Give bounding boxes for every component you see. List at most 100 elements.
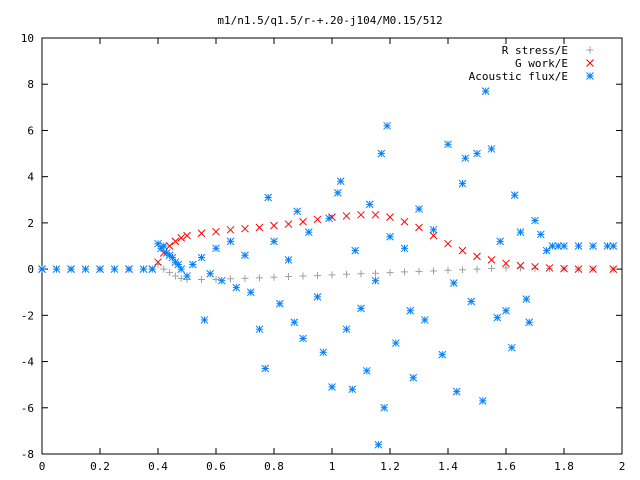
data-point xyxy=(159,242,168,250)
data-point xyxy=(400,217,409,226)
data-point xyxy=(488,264,495,272)
data-point xyxy=(461,154,470,163)
data-point xyxy=(560,242,568,250)
data-point xyxy=(444,140,452,149)
data-point xyxy=(589,242,597,250)
data-point xyxy=(313,292,322,301)
data-point xyxy=(383,121,391,130)
data-point xyxy=(52,265,61,273)
series-plus xyxy=(154,260,617,284)
data-point xyxy=(206,269,215,278)
data-point xyxy=(452,387,461,396)
data-point xyxy=(212,276,220,284)
data-point xyxy=(357,210,365,219)
data-point xyxy=(473,252,481,261)
data-point xyxy=(212,244,220,253)
data-point xyxy=(473,265,481,273)
data-point xyxy=(374,440,383,449)
data-point xyxy=(459,266,466,274)
plot-frame xyxy=(41,37,623,455)
data-point xyxy=(171,272,179,280)
data-point xyxy=(226,237,235,246)
data-point xyxy=(493,313,502,322)
data-point xyxy=(400,244,409,253)
data-point xyxy=(415,267,423,275)
data-point xyxy=(197,253,206,262)
data-point xyxy=(261,364,270,373)
data-point xyxy=(255,223,264,232)
data-point xyxy=(531,216,539,225)
data-point xyxy=(542,246,551,255)
data-point xyxy=(212,227,220,236)
data-point xyxy=(313,215,322,224)
x-tick-label: 0 xyxy=(39,460,46,473)
x-tick-label: 0.8 xyxy=(264,460,284,473)
legend-label: Acoustic flux/E xyxy=(469,70,568,83)
y-tick-label: 6 xyxy=(27,124,34,137)
data-point xyxy=(487,145,496,153)
data-point xyxy=(319,348,328,357)
data-point xyxy=(522,295,531,304)
data-point xyxy=(232,283,241,292)
data-point xyxy=(348,385,357,394)
data-point xyxy=(409,373,418,382)
legend-label: R stress/E xyxy=(502,44,568,57)
data-point xyxy=(430,267,437,275)
data-point xyxy=(325,214,333,223)
data-point xyxy=(362,366,371,375)
data-point xyxy=(609,242,618,250)
data-point xyxy=(401,268,408,276)
data-point xyxy=(177,274,185,282)
data-point xyxy=(264,193,273,202)
data-point xyxy=(256,274,263,282)
data-point xyxy=(168,253,177,262)
data-point xyxy=(609,265,618,273)
data-point xyxy=(160,265,168,273)
data-point xyxy=(177,265,186,273)
data-point xyxy=(444,239,452,248)
data-point xyxy=(496,237,505,246)
data-point xyxy=(125,265,133,273)
data-point xyxy=(183,231,191,240)
y-tick-label: -6 xyxy=(21,402,34,415)
data-point xyxy=(270,273,278,281)
data-point xyxy=(444,266,452,274)
data-point xyxy=(371,210,380,219)
data-point xyxy=(478,396,487,405)
data-point xyxy=(227,275,234,283)
data-point xyxy=(377,149,386,158)
data-point xyxy=(166,269,174,277)
data-point xyxy=(290,318,299,327)
series-layer xyxy=(38,87,618,449)
y-axis: -8 -6 -4 -2 0 2 4 6 8 10 xyxy=(21,32,622,461)
data-point xyxy=(226,225,235,234)
data-point xyxy=(314,272,321,280)
data-point xyxy=(391,339,400,347)
data-point xyxy=(188,260,197,269)
data-point xyxy=(449,279,458,287)
data-point xyxy=(357,270,365,278)
y-tick-label: 2 xyxy=(27,217,34,230)
data-point xyxy=(516,261,525,270)
data-point xyxy=(574,242,583,250)
data-point xyxy=(38,265,46,273)
data-point xyxy=(154,258,162,267)
data-point xyxy=(284,256,293,264)
data-point xyxy=(473,149,481,158)
x-tick-label: 0.6 xyxy=(206,460,226,473)
data-point xyxy=(110,265,119,273)
x-tick-label: 2 xyxy=(619,460,626,473)
data-point xyxy=(275,299,284,308)
legend-marker xyxy=(586,59,594,67)
data-point xyxy=(299,217,307,226)
y-tick-label: 4 xyxy=(27,171,34,184)
y-tick-label: -8 xyxy=(21,448,34,461)
data-point xyxy=(336,177,345,186)
data-point xyxy=(293,207,302,216)
data-point xyxy=(372,269,379,277)
data-point xyxy=(415,205,423,213)
x-tick-label: 1.6 xyxy=(496,460,516,473)
data-point xyxy=(285,273,292,281)
